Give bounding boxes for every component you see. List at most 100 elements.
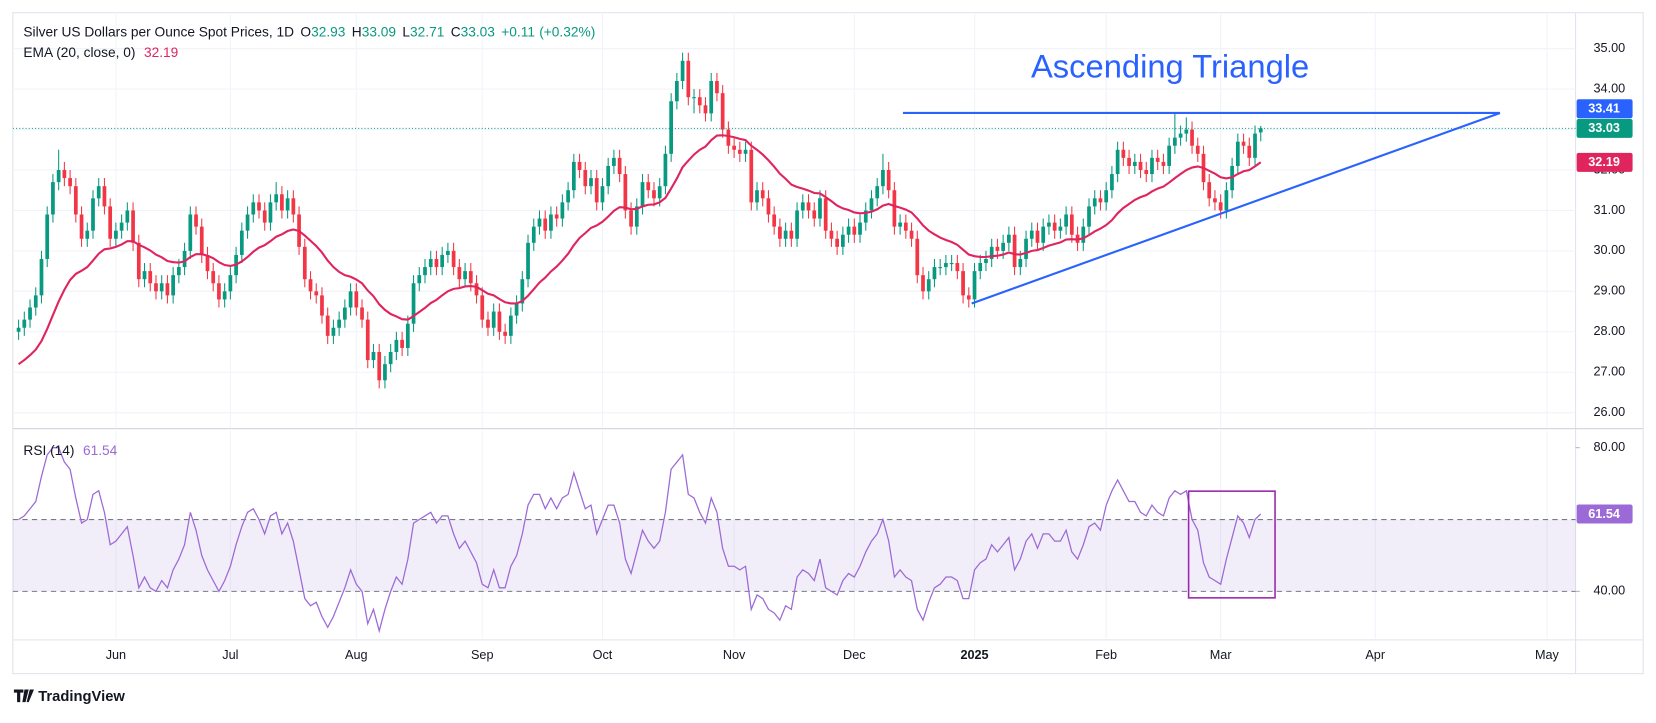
candle-body xyxy=(909,230,914,239)
candle-body xyxy=(1178,133,1183,138)
candle-body xyxy=(1081,226,1086,243)
candle-body xyxy=(566,190,570,203)
y-tick-label: 30.00 xyxy=(1594,243,1626,257)
candle-body xyxy=(634,206,639,227)
candle-body xyxy=(955,263,960,272)
candle-body xyxy=(348,291,353,308)
candle-body xyxy=(451,250,456,268)
rsi-legend: RSI (14) 61.54 xyxy=(23,442,117,457)
candle-body xyxy=(686,60,691,98)
candle-body xyxy=(1007,234,1011,243)
candle-body xyxy=(1098,198,1103,203)
candle-body xyxy=(1127,157,1131,166)
y-tick-label: 26.00 xyxy=(1594,405,1626,419)
candle-body xyxy=(114,230,118,239)
candle-body xyxy=(978,263,983,272)
candle-body xyxy=(405,323,410,348)
candle-body xyxy=(509,315,513,336)
candle-body xyxy=(766,198,771,215)
candle-body xyxy=(119,222,124,231)
candle-body xyxy=(1110,174,1114,191)
candle-body xyxy=(446,250,450,255)
price-tag-label: 32.19 xyxy=(1588,155,1620,169)
candle-body xyxy=(62,170,67,179)
candle-body xyxy=(915,238,920,276)
candle-body xyxy=(1018,258,1023,268)
x-tick-label: Jul xyxy=(222,648,238,662)
candle-body xyxy=(85,230,90,239)
candle-body xyxy=(835,238,840,247)
candle-body xyxy=(886,170,891,191)
y-tick-label: 35.00 xyxy=(1594,41,1626,55)
candle-body xyxy=(1138,161,1143,171)
candle-body xyxy=(285,198,290,211)
rsi-band xyxy=(12,519,1576,592)
candle-body xyxy=(394,339,399,353)
candle-body xyxy=(926,279,931,292)
candle-body xyxy=(1058,226,1063,231)
candle-body xyxy=(188,214,193,251)
candle-body xyxy=(841,234,845,247)
candle-body xyxy=(417,275,422,284)
candle-body xyxy=(652,190,656,199)
candle-body xyxy=(743,149,748,154)
change: +0.11 xyxy=(501,24,535,39)
candle-body xyxy=(245,214,250,231)
candle-body xyxy=(760,190,765,199)
candle-body xyxy=(812,210,817,219)
candle-body xyxy=(131,210,135,243)
candle-body xyxy=(365,319,370,361)
candle-body xyxy=(211,271,216,284)
candle-body xyxy=(91,198,95,231)
x-tick-label: Mar xyxy=(1210,648,1232,662)
candle-body xyxy=(932,267,937,280)
candle-body xyxy=(869,198,874,211)
candle-body xyxy=(537,218,542,227)
candle-body xyxy=(989,246,994,259)
candle-body xyxy=(480,295,485,320)
candle-body xyxy=(1064,214,1068,227)
candle-body xyxy=(1190,129,1194,146)
candle-body xyxy=(526,242,530,280)
price-tag-label: 33.03 xyxy=(1588,121,1620,135)
candle-body xyxy=(73,186,78,215)
candle-body xyxy=(852,226,857,235)
candle-body xyxy=(709,81,714,114)
candle-body xyxy=(1173,137,1177,146)
candle-body xyxy=(199,226,204,255)
y-tick-label: 80.00 xyxy=(1594,440,1626,454)
candle-body xyxy=(79,214,84,239)
candle-body xyxy=(1150,157,1154,175)
candle-body xyxy=(629,210,633,227)
candle-body xyxy=(732,145,736,150)
logo: TradingView xyxy=(13,689,125,705)
x-tick-label: Oct xyxy=(593,648,613,662)
candle-body xyxy=(1144,170,1149,175)
candle-body xyxy=(1115,149,1120,175)
candle-body xyxy=(1047,222,1051,227)
candle-body xyxy=(1224,190,1229,211)
candle-body xyxy=(1155,157,1160,162)
candle-body xyxy=(898,222,902,227)
candle-body xyxy=(984,258,988,264)
candle-body xyxy=(177,267,181,276)
candle-body xyxy=(612,157,616,166)
candle-body xyxy=(520,279,525,304)
candle-body xyxy=(944,263,948,268)
candle-body xyxy=(302,246,307,280)
candle-body xyxy=(554,214,559,219)
candle-body xyxy=(795,210,799,239)
candle-body xyxy=(194,214,198,227)
candle-body xyxy=(411,283,416,324)
candle-body xyxy=(1247,145,1252,158)
y-tick-label: 29.00 xyxy=(1594,284,1626,298)
candle-body xyxy=(892,190,897,227)
candle-body xyxy=(806,202,811,211)
candle-body xyxy=(772,214,777,227)
price-tag xyxy=(1576,118,1633,138)
candle-body xyxy=(217,283,221,300)
candle-body xyxy=(148,271,153,284)
candle-body xyxy=(337,319,341,328)
candle-body xyxy=(875,186,880,199)
